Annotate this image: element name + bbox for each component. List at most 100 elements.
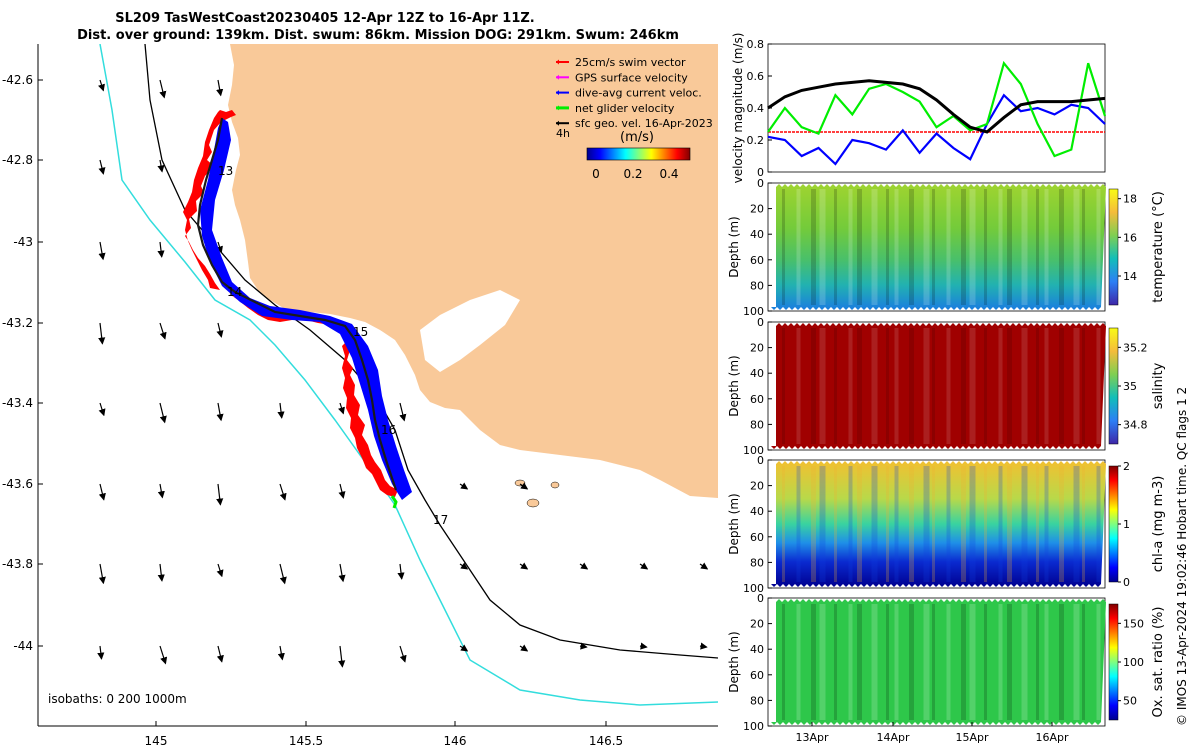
velocity-y-ticks: 0 0.2 0.4 0.6 0.8 <box>747 38 772 179</box>
section-texture <box>998 328 1003 444</box>
section-texture <box>984 466 987 582</box>
legend-entry: 25cm/s swim vector <box>556 56 686 69</box>
section-texture <box>1073 604 1080 720</box>
section-y-tick-label: 20 <box>750 618 764 631</box>
surface-velocity-arrow <box>216 563 224 578</box>
section-texture <box>1036 328 1039 444</box>
legend-arrowhead <box>556 74 559 80</box>
section-y-tick-label: 80 <box>750 279 764 292</box>
section-texture <box>894 604 899 720</box>
section-colorbar <box>1108 188 1119 306</box>
section-y-tick-label: 60 <box>750 254 764 267</box>
map-y-tick-label: -42.6 <box>2 73 33 87</box>
section-ylabel: Depth (m) <box>727 216 741 277</box>
section-texture <box>1096 466 1101 582</box>
day-label-16: 16 <box>381 423 396 437</box>
section-texture <box>969 328 976 444</box>
section-texture <box>1082 466 1085 582</box>
section-field <box>771 599 1106 725</box>
surface-velocity-arrow <box>699 562 709 570</box>
surface-velocity-arrow <box>159 322 167 340</box>
section-y-tick-label: 0 <box>757 177 764 190</box>
map-legend: 25cm/s swim vector GPS surface velocity di… <box>556 56 713 181</box>
colorbar-tick-label: 16 <box>1123 231 1137 244</box>
surface-velocity-arrow <box>216 645 224 663</box>
velocity-line-sfc-geo-vel- <box>767 79 1106 134</box>
section-texture <box>1007 189 1012 305</box>
velocity-line-net-glider <box>767 60 1107 158</box>
surface-velocity-arrow <box>519 562 529 570</box>
day-label-13: 13 <box>218 164 233 178</box>
section-x-tick-label: 15Apr <box>955 731 989 744</box>
legend-label: dive-avg current veloc. <box>575 87 702 100</box>
legend-label: 25cm/s swim vector <box>575 56 686 69</box>
surface-velocity-arrow <box>97 645 105 660</box>
surface-velocity-arrow <box>519 482 529 490</box>
section-texture <box>1044 328 1049 444</box>
surface-velocity-arrow <box>459 482 469 490</box>
section-texture <box>886 604 889 720</box>
section-texture <box>1059 466 1064 582</box>
section-texture <box>848 466 853 582</box>
surface-velocity-arrow <box>159 79 167 99</box>
section-y-tick-label: 80 <box>750 694 764 707</box>
section-texture <box>796 466 801 582</box>
section-texture <box>969 189 976 305</box>
section-texture <box>811 466 816 582</box>
section-texture <box>782 466 785 582</box>
section-texture <box>1073 189 1080 305</box>
colorbar-label: Ox. sat. ratio (%) <box>1151 607 1166 718</box>
section-y-tick-label: 20 <box>750 480 764 493</box>
surface-velocity-arrow <box>338 483 346 499</box>
section-texture <box>946 328 951 444</box>
section-texture <box>834 189 837 305</box>
map-y-tick-label: -43.4 <box>2 396 33 410</box>
section-texture <box>1021 604 1028 720</box>
island <box>526 498 540 508</box>
section-texture <box>998 189 1003 305</box>
section-panel-1: 0 20 40 60 80 100 Depth (m) 18 16 14 temperature (… <box>727 177 1166 318</box>
colorbar-tick-label: 2 <box>1123 460 1130 473</box>
legend-label: sfc geo. vel. 16-Apr-2023 <box>575 117 713 130</box>
surface-velocity-arrow <box>216 322 224 338</box>
section-texture <box>848 328 853 444</box>
legend-entry: dive-avg current veloc. <box>556 87 702 100</box>
section-texture <box>819 466 826 582</box>
surface-velocity-arrow <box>98 322 106 345</box>
legend-label: GPS surface velocity <box>575 71 688 84</box>
section-texture <box>909 604 914 720</box>
surface-velocity-arrow <box>159 402 167 424</box>
section-y-tick-label: 60 <box>750 531 764 544</box>
section-texture <box>1021 466 1028 582</box>
surface-velocity-arrow <box>98 79 105 92</box>
section-texture <box>1059 604 1064 720</box>
velocity-y-tick-label: 0.2 <box>747 134 765 147</box>
legend-label: net glider velocity <box>575 102 675 115</box>
title-line-2: Dist. over ground: 139km. Dist. swum: 86… <box>77 28 679 43</box>
interval-label: 4h <box>556 127 570 140</box>
map-y-tick-label: -44 <box>13 639 33 653</box>
island <box>514 479 526 487</box>
section-texture <box>811 189 816 305</box>
surface-velocity-arrow <box>277 645 285 661</box>
colorbar-tick-label: 150 <box>1123 617 1144 630</box>
section-texture <box>923 466 930 582</box>
section-texture <box>1059 189 1064 305</box>
section-texture <box>909 189 914 305</box>
harbour-inlet <box>420 290 520 372</box>
section-texture <box>1096 328 1101 444</box>
section-texture <box>923 189 930 305</box>
section-texture <box>886 189 889 305</box>
section-texture <box>819 328 826 444</box>
velocity-ylabel: velocity magnitude (m/s) <box>731 33 745 184</box>
section-y-tick-label: 40 <box>750 228 764 241</box>
map-ticks: 145 145.5 146 146.5 -42.6 -42.8 -43 -43.2 -43.4 -… <box>2 73 623 748</box>
section-texture <box>848 604 853 720</box>
section-texture <box>961 466 966 582</box>
section-texture <box>946 466 951 582</box>
section-texture <box>834 604 837 720</box>
colorbar-tick-label: 18 <box>1123 193 1137 206</box>
legend-arrowhead <box>556 59 559 65</box>
section-y-tick-label: 100 <box>743 305 764 318</box>
surface-velocity-arrow <box>157 483 165 499</box>
